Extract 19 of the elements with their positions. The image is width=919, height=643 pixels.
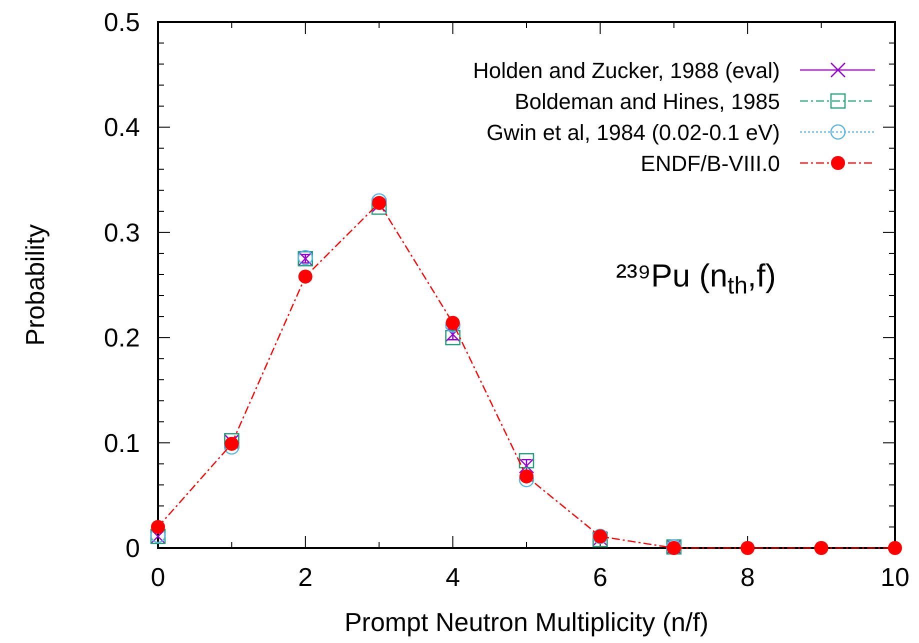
legend-label: ENDF/B-VIII.0 xyxy=(640,151,780,176)
x-tick-label: 2 xyxy=(298,562,313,592)
y-tick-label: 0.1 xyxy=(104,428,140,458)
y-axis-title: Probability xyxy=(20,224,50,346)
annotation: ²³⁹Pu (n$_{th}$,f) xyxy=(616,257,776,300)
x-axis-title: Prompt Neutron Multiplicity (n/f) xyxy=(344,607,709,637)
legend-label: Gwin et al, 1984 (0.02-0.1 eV) xyxy=(486,120,780,145)
x-tick-label: 0 xyxy=(150,562,166,592)
y-tick-label: 0.4 xyxy=(104,112,140,142)
x-tick-label: 4 xyxy=(446,562,460,592)
y-tick-label: 0.3 xyxy=(104,217,140,248)
x-tick-label: 10 xyxy=(880,562,910,592)
legend-label: Boldeman and Hines, 1985 xyxy=(514,89,780,114)
y-tick-label: 0 xyxy=(126,533,140,563)
x-tick-label: 8 xyxy=(740,562,755,592)
y-tick-label: 0.5 xyxy=(104,7,140,37)
y-tick-label: 0.2 xyxy=(104,322,140,353)
legend-label: Holden and Zucker, 1988 (eval) xyxy=(473,58,780,83)
x-tick-label: 6 xyxy=(592,562,608,592)
